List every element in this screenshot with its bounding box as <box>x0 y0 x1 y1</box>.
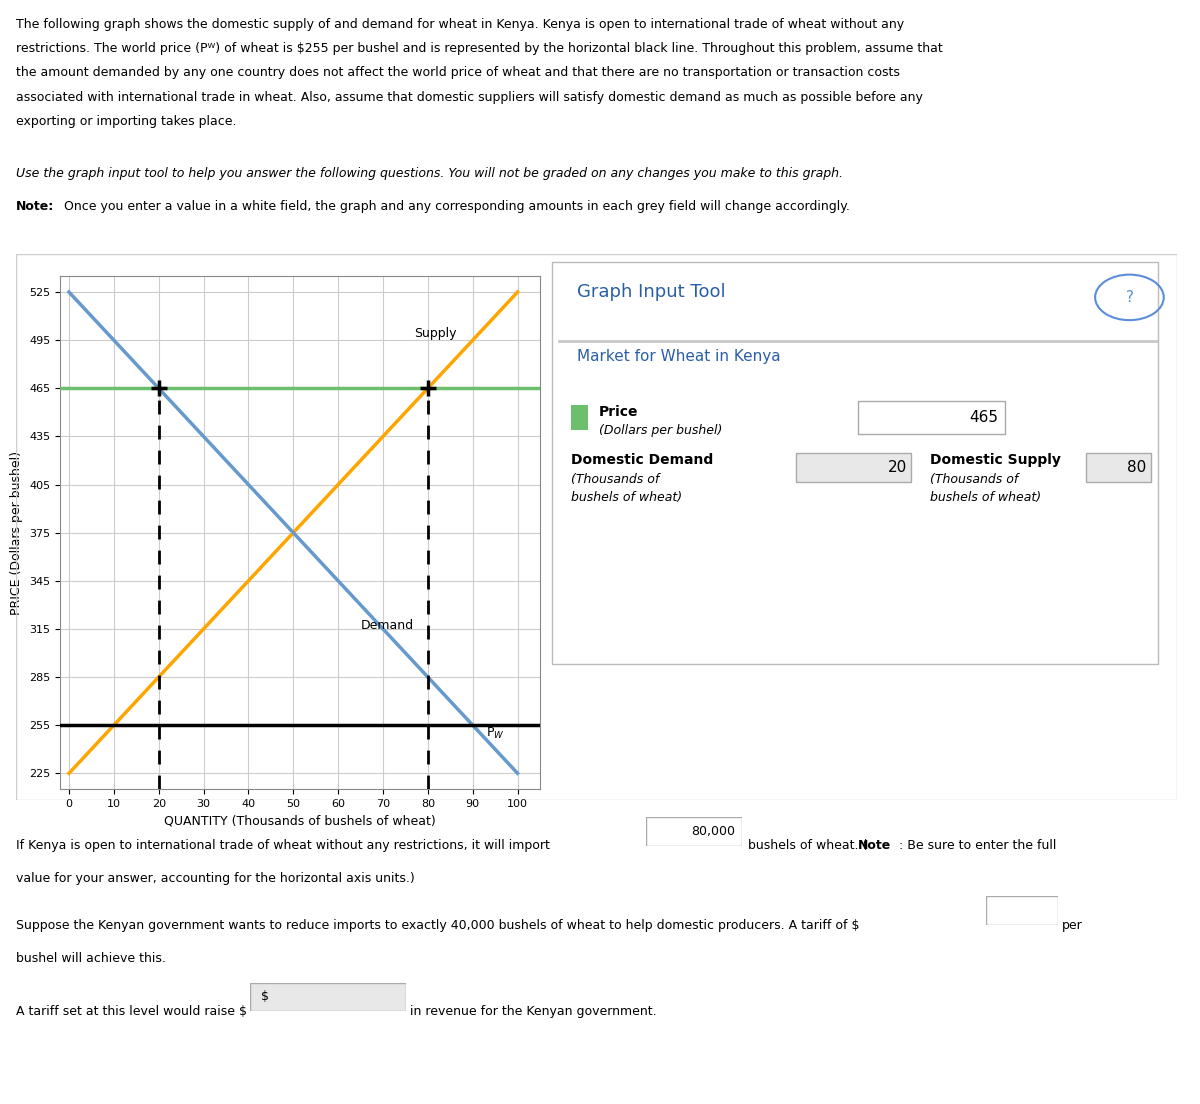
FancyBboxPatch shape <box>796 453 911 481</box>
FancyBboxPatch shape <box>558 340 1158 343</box>
Y-axis label: PRICE (Dollars per bushel): PRICE (Dollars per bushel) <box>11 450 24 615</box>
Text: If Kenya is open to international trade of wheat without any restrictions, it wi: If Kenya is open to international trade … <box>16 839 550 852</box>
Text: 465: 465 <box>970 410 998 425</box>
Text: Domestic Supply: Domestic Supply <box>930 453 1061 467</box>
Text: Graph Input Tool: Graph Input Tool <box>577 283 726 301</box>
Text: 20: 20 <box>888 459 907 475</box>
Text: bushels of wheat): bushels of wheat) <box>930 490 1040 503</box>
FancyBboxPatch shape <box>571 405 588 429</box>
Text: Suppose the Kenyan government wants to reduce imports to exactly 40,000 bushels : Suppose the Kenyan government wants to r… <box>16 919 859 932</box>
Text: in revenue for the Kenyan government.: in revenue for the Kenyan government. <box>410 1005 658 1018</box>
Text: Note: Note <box>858 839 892 852</box>
X-axis label: QUANTITY (Thousands of bushels of wheat): QUANTITY (Thousands of bushels of wheat) <box>164 815 436 828</box>
FancyBboxPatch shape <box>986 896 1058 925</box>
Text: Note:: Note: <box>16 200 54 213</box>
FancyBboxPatch shape <box>858 401 1004 434</box>
Text: bushels of wheat): bushels of wheat) <box>571 490 682 503</box>
Text: 80,000: 80,000 <box>691 825 734 838</box>
Text: 80: 80 <box>1127 459 1146 475</box>
Text: bushels of wheat. (: bushels of wheat. ( <box>748 839 866 852</box>
Text: Supply: Supply <box>414 327 457 340</box>
Text: bushel will achieve this.: bushel will achieve this. <box>16 952 166 965</box>
Text: Use the graph input tool to help you answer the following questions. You will no: Use the graph input tool to help you ans… <box>16 167 842 180</box>
Text: $: $ <box>260 990 269 1004</box>
FancyBboxPatch shape <box>646 817 742 846</box>
Text: : Be sure to enter the full: : Be sure to enter the full <box>899 839 1056 852</box>
Text: ?: ? <box>1126 290 1134 305</box>
Text: The following graph shows the domestic supply of and demand for wheat in Kenya. : The following graph shows the domestic s… <box>16 18 904 31</box>
FancyBboxPatch shape <box>250 983 406 1011</box>
Text: Price: Price <box>599 405 638 420</box>
Text: Market for Wheat in Kenya: Market for Wheat in Kenya <box>577 349 781 364</box>
Text: (Thousands of: (Thousands of <box>571 474 659 487</box>
Text: per: per <box>1062 919 1082 932</box>
Text: Demand: Demand <box>360 619 414 631</box>
FancyBboxPatch shape <box>552 263 1158 664</box>
Text: Domestic Demand: Domestic Demand <box>571 453 713 467</box>
Text: restrictions. The world price (Pᵂ) of wheat is $255 per bushel and is represente: restrictions. The world price (Pᵂ) of wh… <box>16 42 942 55</box>
Text: P$_W$: P$_W$ <box>486 725 505 741</box>
Text: (Dollars per bushel): (Dollars per bushel) <box>599 424 722 437</box>
Text: Once you enter a value in a white field, the graph and any corresponding amounts: Once you enter a value in a white field,… <box>60 200 850 213</box>
Text: (Thousands of: (Thousands of <box>930 474 1018 487</box>
Text: A tariff set at this level would raise $: A tariff set at this level would raise $ <box>16 1005 247 1018</box>
Text: value for your answer, accounting for the horizontal axis units.): value for your answer, accounting for th… <box>16 872 414 885</box>
Text: associated with international trade in wheat. Also, assume that domestic supplie: associated with international trade in w… <box>16 91 923 104</box>
Text: exporting or importing takes place.: exporting or importing takes place. <box>16 115 236 128</box>
Text: the amount demanded by any one country does not affect the world price of wheat : the amount demanded by any one country d… <box>16 66 900 79</box>
FancyBboxPatch shape <box>1086 453 1151 481</box>
